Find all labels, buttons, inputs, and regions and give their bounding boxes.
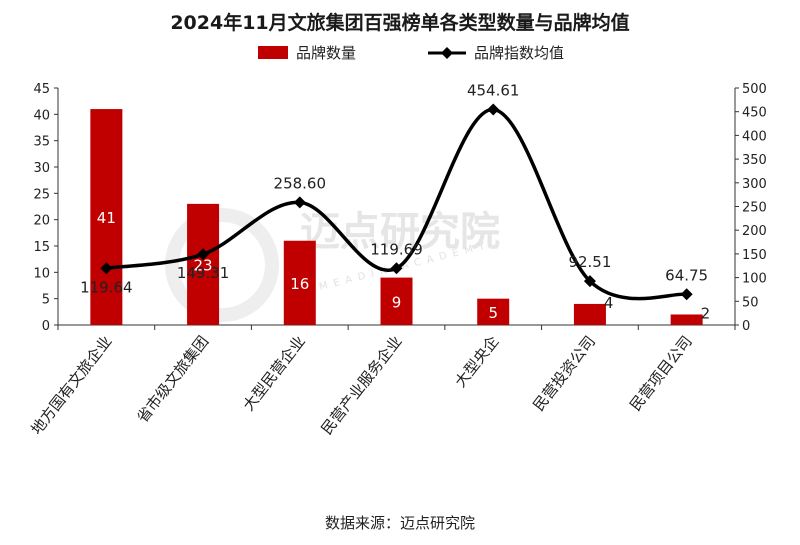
y-left-tick-label: 10 (33, 266, 50, 281)
y-left-tick-label: 20 (33, 214, 50, 229)
y-right-tick-label: 350 (742, 153, 767, 168)
bar (187, 203, 220, 325)
line-marker (487, 103, 500, 116)
line-value-label: 454.61 (467, 82, 520, 100)
y-right-tick-label: 250 (742, 201, 767, 216)
bar (283, 240, 316, 325)
legend-line-swatch (428, 46, 466, 59)
y-right-tick-label: 400 (742, 129, 767, 144)
line-marker (680, 288, 693, 301)
axes: 0510152025303540450501001502002503003504… (33, 82, 766, 334)
bar-value-label: 23 (194, 256, 213, 274)
bar-value-label: 41 (97, 209, 116, 227)
y-left-tick-label: 15 (33, 240, 50, 255)
y-right-tick-label: 300 (742, 177, 767, 192)
bar (90, 109, 123, 325)
bar (477, 298, 510, 325)
line-value-label: 119.69 (370, 240, 423, 258)
line-value-label: 149.31 (177, 264, 230, 282)
category-label: 民营项目公司 (626, 332, 696, 414)
y-left-tick-label: 25 (33, 187, 50, 202)
line-marker (583, 275, 596, 288)
line-value-label: 119.64 (80, 278, 133, 296)
category-label: 民营投资公司 (529, 332, 599, 414)
bar-value-label: 9 (392, 293, 402, 311)
y-left-tick-label: 35 (33, 135, 50, 150)
y-right-tick-label: 0 (742, 319, 750, 334)
category-label: 地方国有文旅企业 (27, 332, 115, 438)
legend-bar-swatch (258, 46, 288, 59)
line-path (106, 107, 687, 301)
chart-title: 2024年11月文旅集团百强榜单各类型数量与品牌均值 (170, 12, 630, 34)
bar-value-label: 2 (701, 304, 711, 322)
line-value-label: 258.60 (274, 174, 327, 192)
bar (573, 303, 606, 325)
y-right-tick-label: 50 (742, 295, 759, 310)
legend-item-bar: 品牌数量 (258, 42, 356, 63)
watermark-text: 迈点研究院 (300, 209, 500, 255)
y-left-tick-label: 45 (33, 82, 50, 97)
category-label: 大型央企 (451, 332, 502, 390)
legend: 品牌数量 品牌指数均值 (0, 42, 800, 66)
watermark-logo (165, 208, 279, 322)
y-left-tick-label: 40 (33, 108, 50, 123)
line-value-label: 64.75 (665, 266, 708, 284)
category-label: 民营产业服务企业 (318, 332, 406, 438)
legend-item-line: 品牌指数均值 (428, 42, 564, 63)
line-marker (197, 248, 210, 261)
y-left-tick-label: 5 (42, 293, 50, 308)
category-label: 大型民营企业 (239, 332, 309, 414)
y-left-tick-label: 30 (33, 161, 50, 176)
y-right-tick-label: 150 (742, 248, 767, 263)
line-marker (390, 262, 403, 275)
bar-value-label: 16 (290, 275, 309, 293)
line-marker (293, 196, 306, 209)
y-left-tick-label: 0 (42, 319, 50, 334)
line-marker (100, 262, 113, 275)
line-series (100, 103, 693, 301)
bar (670, 314, 703, 325)
data-labels: 41 23 16 9 5 4 2 119.64 149.31 258.60 119.69 454.61… (80, 82, 710, 323)
bar-value-label: 5 (488, 304, 498, 322)
category-labels: 地方国有文旅企业 省市级文旅集团 大型民营企业 民营产业服务企业 大型央企 民营投资公司民… (27, 332, 695, 438)
y-right-tick-label: 500 (742, 82, 767, 97)
y-right-tick-label: 200 (742, 224, 767, 239)
y-right-tick-label: 450 (742, 106, 767, 121)
legend-line-label: 品牌指数均值 (474, 44, 565, 62)
bar-value-label: 4 (604, 294, 614, 312)
y-right-tick-label: 100 (742, 272, 767, 287)
category-label: 省市级文旅集团 (133, 332, 212, 426)
line-value-label: 92.51 (568, 253, 611, 271)
bar (380, 277, 413, 325)
bars (90, 109, 703, 325)
legend-bar-label: 品牌数量 (296, 44, 357, 62)
source-note: 数据来源：迈点研究院 (324, 514, 475, 532)
